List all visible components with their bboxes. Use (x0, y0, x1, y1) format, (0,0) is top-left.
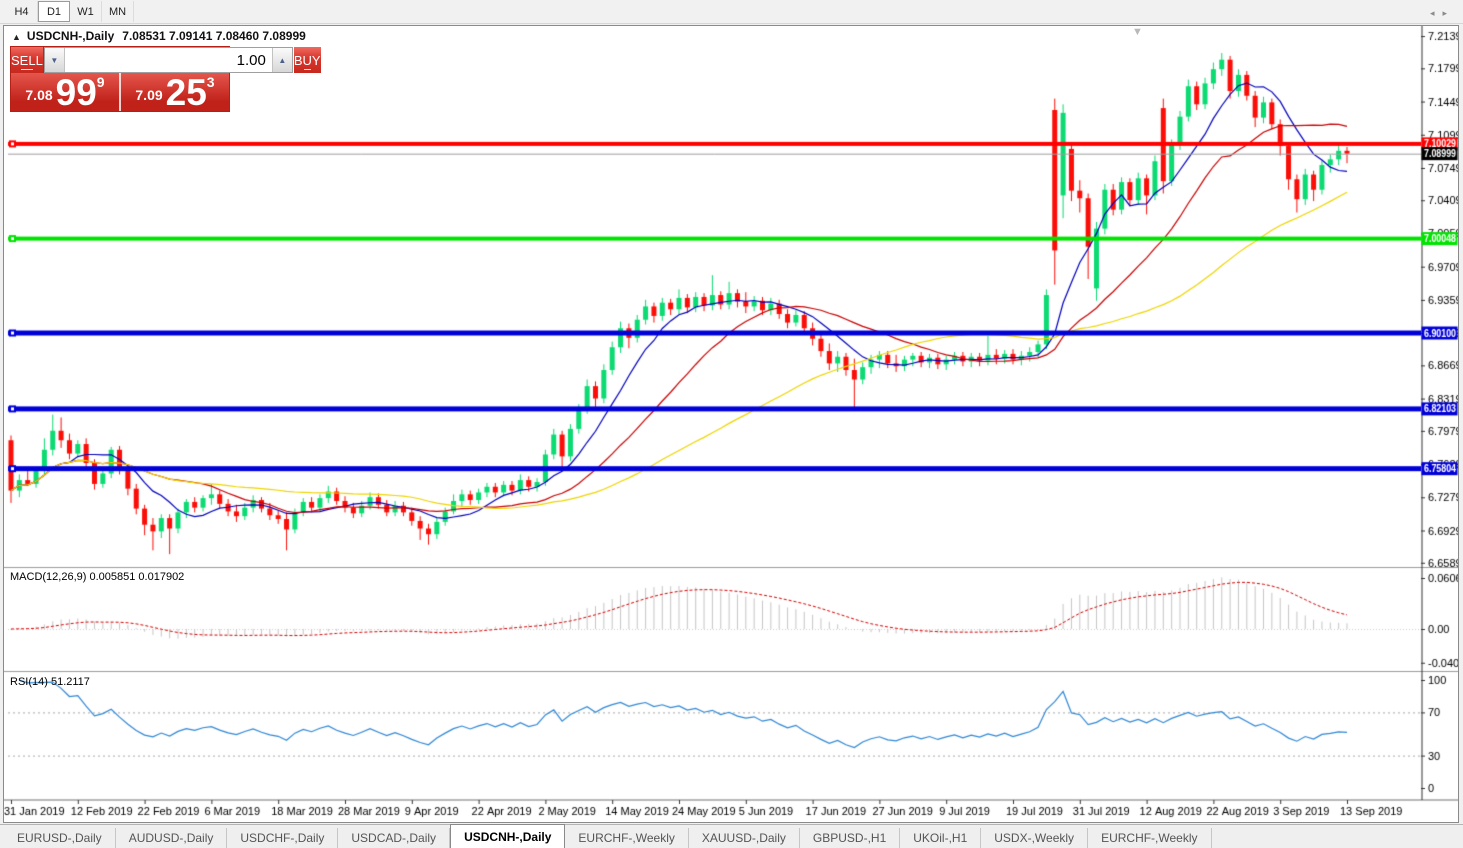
chart-tab-audusd-daily[interactable]: AUDUSD-,Daily (116, 828, 228, 848)
rsi-label: RSI(14) (10, 676, 48, 688)
volume-control: ▼ ▲ (43, 47, 293, 73)
chart-tab-eurusd-daily[interactable]: EURUSD-,Daily (4, 828, 116, 848)
timeframe-button-w1[interactable]: W1 (70, 1, 102, 22)
chart-tab-eurchf-weekly[interactable]: EURCHF-,Weekly (1088, 828, 1212, 848)
timeframe-toolbar: H4 D1 W1 MN (0, 0, 1463, 24)
chart-tab-bar: EURUSD-,Daily AUDUSD-,Daily USDCHF-,Daily U… (0, 824, 1463, 848)
volume-increase-icon[interactable]: ▲ (271, 48, 292, 72)
timeframe-button-h4[interactable]: H4 (6, 1, 38, 22)
timeframe-button-mn[interactable]: MN (102, 1, 134, 22)
buy-price-pip: 3 (206, 74, 215, 90)
sell-button[interactable]: SELL (11, 47, 43, 73)
sell-price[interactable]: 7.08 99 9 (11, 73, 121, 111)
sell-price-main: 99 (55, 72, 97, 113)
rsi-value: 51.2117 (50, 676, 90, 688)
rsi-panel-label: RSI(14) 51.2117 (10, 676, 90, 688)
chart-tab-usdx-weekly[interactable]: USDX-,Weekly (981, 828, 1089, 848)
buy-button[interactable]: BUY (293, 47, 321, 73)
price-chart-canvas[interactable] (4, 26, 1458, 822)
scroll-to-end-icon[interactable]: ▼ (1132, 26, 1143, 38)
buy-price-prefix: 7.09 (135, 87, 163, 103)
chart-symbol-label: USDCNH-,Daily (26, 29, 115, 43)
buy-price-main: 25 (165, 72, 207, 113)
volume-input[interactable] (64, 48, 272, 72)
chart-tab-ukoil-h1[interactable]: UKOil-,H1 (900, 828, 982, 848)
sell-price-pip: 9 (96, 74, 105, 90)
timeframe-button-d1[interactable]: D1 (38, 1, 70, 22)
one-click-trade-panel: SELL ▼ ▲ BUY 7.08 99 9 7.09 25 3 (11, 47, 321, 111)
chart-tab-gbpusd-h1[interactable]: GBPUSD-,H1 (800, 828, 901, 848)
chart-title: ▲ USDCNH-,Daily 7.08531 7.09141 7.08460 7.… (12, 29, 306, 43)
chart-window: ▲ USDCNH-,Daily 7.08531 7.09141 7.08460 7.… (3, 25, 1459, 823)
macd-panel-label: MACD(12,26,9) 0.005851 0.017902 (10, 571, 184, 583)
macd-values: 0.005851 0.017902 (89, 571, 185, 583)
chart-tab-xauusd-daily[interactable]: XAUUSD-,Daily (689, 828, 800, 848)
chart-tab-eurchf-weekly[interactable]: EURCHF-,Weekly (565, 828, 689, 848)
chart-tab-usdcnh-daily[interactable]: USDCNH-,Daily (450, 824, 566, 848)
chart-tab-usdchf-daily[interactable]: USDCHF-,Daily (227, 828, 339, 848)
ohlc-quotes-label: 7.08531 7.09141 7.08460 7.08999 (122, 29, 306, 43)
macd-label: MACD(12,26,9) (10, 571, 87, 583)
chart-tab-usdcad-daily[interactable]: USDCAD-,Daily (338, 828, 451, 848)
collapse-panel-icon[interactable]: ▲ (12, 32, 21, 42)
sell-price-prefix: 7.08 (25, 87, 53, 103)
volume-decrease-icon[interactable]: ▼ (44, 48, 65, 72)
buy-price[interactable]: 7.09 25 3 (121, 73, 229, 111)
tab-scroll-arrows[interactable]: ◂▸ (1429, 8, 1455, 18)
